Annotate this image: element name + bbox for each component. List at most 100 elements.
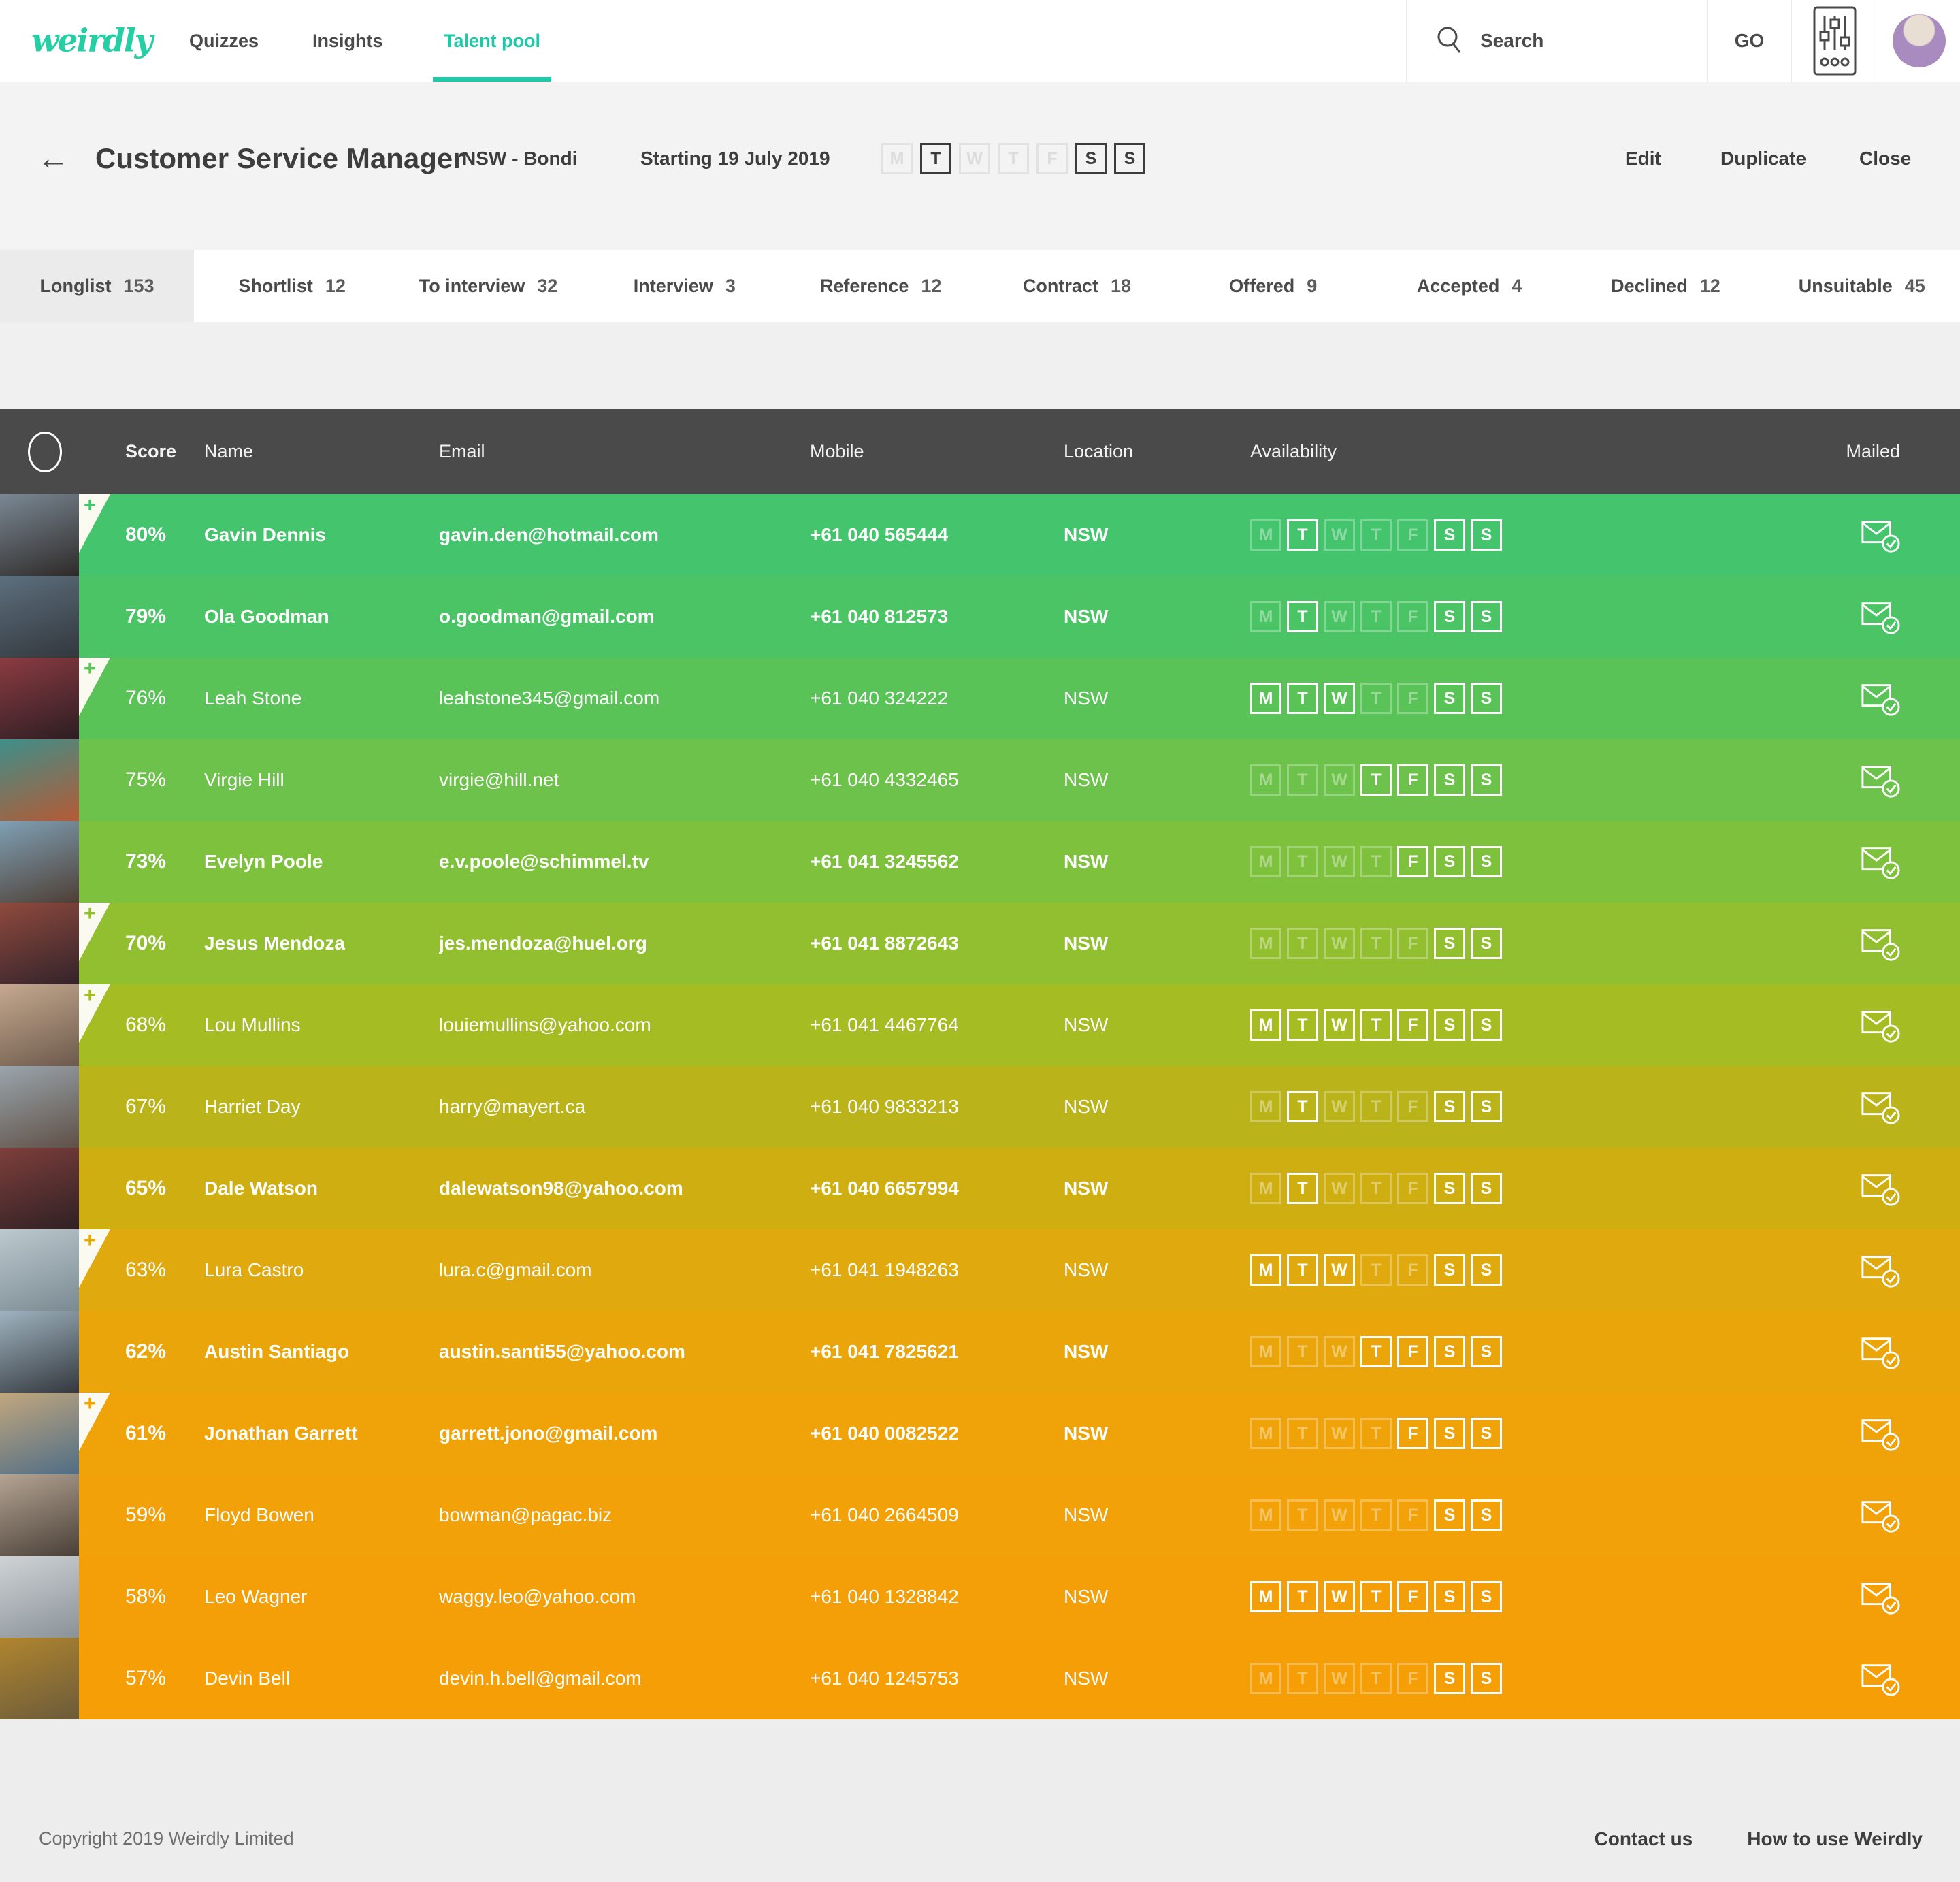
table-row[interactable]: 65% Dale Watson dalewatson98@yahoo.com +…	[0, 1148, 1960, 1229]
add-notch[interactable]	[79, 658, 110, 716]
page-header: ← Customer Service Manager NSW - Bondi S…	[0, 82, 1960, 250]
mail-sent-icon[interactable]	[1861, 1169, 1900, 1208]
job-day-5[interactable]: S	[1075, 143, 1107, 174]
availability-day-4: F	[1397, 1254, 1428, 1286]
col-name[interactable]: Name	[204, 441, 254, 461]
availability-day-3: T	[1360, 1499, 1392, 1531]
table-row[interactable]: 59% Floyd Bowen bowman@pagac.biz +61 040…	[0, 1474, 1960, 1556]
avatar[interactable]	[1893, 14, 1946, 67]
availability-day-5: S	[1434, 928, 1465, 959]
mail-sent-icon[interactable]	[1861, 515, 1900, 555]
score-value: 62%	[125, 1340, 167, 1363]
candidate-name: Jonathan Garrett	[204, 1423, 358, 1444]
col-availability[interactable]: Availability	[1250, 441, 1337, 461]
select-all-checkbox[interactable]	[28, 431, 62, 472]
tab-shortlist[interactable]: Shortlist 12	[194, 250, 390, 322]
table-row[interactable]: 80% Gavin Dennis gavin.den@hotmail.com +…	[0, 494, 1960, 576]
table-row[interactable]: 75% Virgie Hill virgie@hill.net +61 040 …	[0, 739, 1960, 821]
availability-day-4: F	[1397, 1009, 1428, 1041]
tab-accepted[interactable]: Accepted 4	[1371, 250, 1567, 322]
mailed-cell	[1861, 597, 1900, 636]
table-row[interactable]: 57% Devin Bell devin.h.bell@gmail.com +6…	[0, 1638, 1960, 1719]
job-day-1[interactable]: T	[920, 143, 951, 174]
nav-link-insights[interactable]: Insights	[312, 30, 383, 51]
table-row[interactable]: 63% Lura Castro lura.c@gmail.com +61 041…	[0, 1229, 1960, 1311]
duplicate-button[interactable]: Duplicate	[1720, 148, 1807, 169]
tab-to-interview[interactable]: To interview 32	[390, 250, 586, 322]
table-row[interactable]: 70% Jesus Mendoza jes.mendoza@huel.org +…	[0, 903, 1960, 984]
tab-longlist[interactable]: Longlist 153	[0, 250, 194, 322]
availability-day-3: T	[1360, 683, 1392, 714]
user-menu[interactable]	[1878, 0, 1960, 82]
search-box[interactable]: Search	[1406, 0, 1707, 82]
table-row[interactable]: 62% Austin Santiago austin.santi55@yahoo…	[0, 1311, 1960, 1393]
table-row[interactable]: 67% Harriet Day harry@mayert.ca +61 040 …	[0, 1066, 1960, 1148]
mail-sent-icon[interactable]	[1861, 679, 1900, 718]
tab-declined[interactable]: Declined 12	[1567, 250, 1763, 322]
close-button[interactable]: Close	[1859, 148, 1912, 169]
go-button[interactable]: GO	[1707, 0, 1791, 82]
mail-sent-icon[interactable]	[1861, 760, 1900, 800]
nav-link-talent-pool[interactable]: Talent pool	[433, 0, 551, 82]
tab-interview[interactable]: Interview 3	[587, 250, 783, 322]
job-day-2[interactable]: W	[959, 143, 990, 174]
mail-sent-icon[interactable]	[1861, 842, 1900, 881]
add-notch[interactable]	[79, 494, 110, 553]
availability-day-4: F	[1397, 764, 1428, 796]
nav-link-quizzes[interactable]: Quizzes	[189, 30, 259, 51]
mail-sent-icon[interactable]	[1861, 1577, 1900, 1617]
candidate-email: virgie@hill.net	[439, 769, 559, 790]
tab-unsuitable[interactable]: Unsuitable 45	[1764, 250, 1960, 322]
tab-offered[interactable]: Offered 9	[1175, 250, 1371, 322]
add-notch[interactable]	[79, 1229, 110, 1288]
candidate-email: e.v.poole@schimmel.tv	[439, 851, 649, 872]
mail-sent-icon[interactable]	[1861, 1495, 1900, 1535]
mail-sent-icon[interactable]	[1861, 1332, 1900, 1372]
table-row[interactable]: 79% Ola Goodman o.goodman@gmail.com +61 …	[0, 576, 1960, 658]
table-row[interactable]: 73% Evelyn Poole e.v.poole@schimmel.tv +…	[0, 821, 1960, 903]
search-input[interactable]: Search	[1480, 30, 1544, 51]
col-score[interactable]: Score	[125, 441, 177, 461]
add-notch[interactable]	[79, 984, 110, 1043]
table-row[interactable]: 76% Leah Stone leahstone345@gmail.com +6…	[0, 658, 1960, 739]
edit-button[interactable]: Edit	[1625, 148, 1661, 169]
job-day-4[interactable]: F	[1036, 143, 1068, 174]
mail-sent-icon[interactable]	[1861, 1005, 1900, 1045]
availability-day-0: M	[1250, 1418, 1281, 1449]
footer-link-contact-us[interactable]: Contact us	[1594, 1828, 1693, 1849]
candidate-name: Ola Goodman	[204, 606, 329, 627]
mail-sent-icon[interactable]	[1861, 1414, 1900, 1453]
job-day-6[interactable]: S	[1114, 143, 1145, 174]
table-header: Score Name Email Mobile Location Availab…	[0, 409, 1960, 494]
availability-day-5: S	[1434, 1418, 1465, 1449]
mail-sent-icon[interactable]	[1861, 1087, 1900, 1126]
col-mailed[interactable]: Mailed	[1846, 441, 1900, 461]
back-arrow-icon[interactable]: ←	[37, 140, 69, 177]
table-row[interactable]: 68% Lou Mullins louiemullins@yahoo.com +…	[0, 984, 1960, 1066]
footer-link-how-to-use-weirdly[interactable]: How to use Weirdly	[1747, 1828, 1923, 1849]
weirdly-logo[interactable]: weirdly	[31, 22, 153, 60]
availability-day-6: S	[1471, 683, 1502, 714]
candidate-email: jes.mendoza@huel.org	[439, 932, 647, 954]
table-row[interactable]: 58% Leo Wagner waggy.leo@yahoo.com +61 0…	[0, 1556, 1960, 1638]
mail-sent-icon[interactable]	[1861, 924, 1900, 963]
mailed-cell	[1861, 1005, 1900, 1045]
tab-contract[interactable]: Contract 18	[979, 250, 1175, 322]
page-title: Customer Service Manager	[95, 142, 464, 174]
add-notch[interactable]	[79, 903, 110, 961]
col-location[interactable]: Location	[1064, 441, 1134, 461]
mail-sent-icon[interactable]	[1861, 1250, 1900, 1290]
mail-sent-icon[interactable]	[1861, 1659, 1900, 1698]
col-mobile[interactable]: Mobile	[810, 441, 864, 461]
candidate-location: NSW	[1064, 769, 1109, 790]
tab-reference[interactable]: Reference 12	[783, 250, 979, 322]
job-day-3[interactable]: T	[998, 143, 1029, 174]
filter-button[interactable]	[1791, 0, 1878, 82]
table-row[interactable]: 61% Jonathan Garrett garrett.jono@gmail.…	[0, 1393, 1960, 1474]
col-email[interactable]: Email	[439, 441, 485, 461]
availability-day-2: W	[1324, 1009, 1355, 1041]
job-day-0[interactable]: M	[881, 143, 913, 174]
mail-sent-icon[interactable]	[1861, 597, 1900, 636]
availability-day-2: W	[1324, 1091, 1355, 1122]
add-notch[interactable]	[79, 1393, 110, 1451]
